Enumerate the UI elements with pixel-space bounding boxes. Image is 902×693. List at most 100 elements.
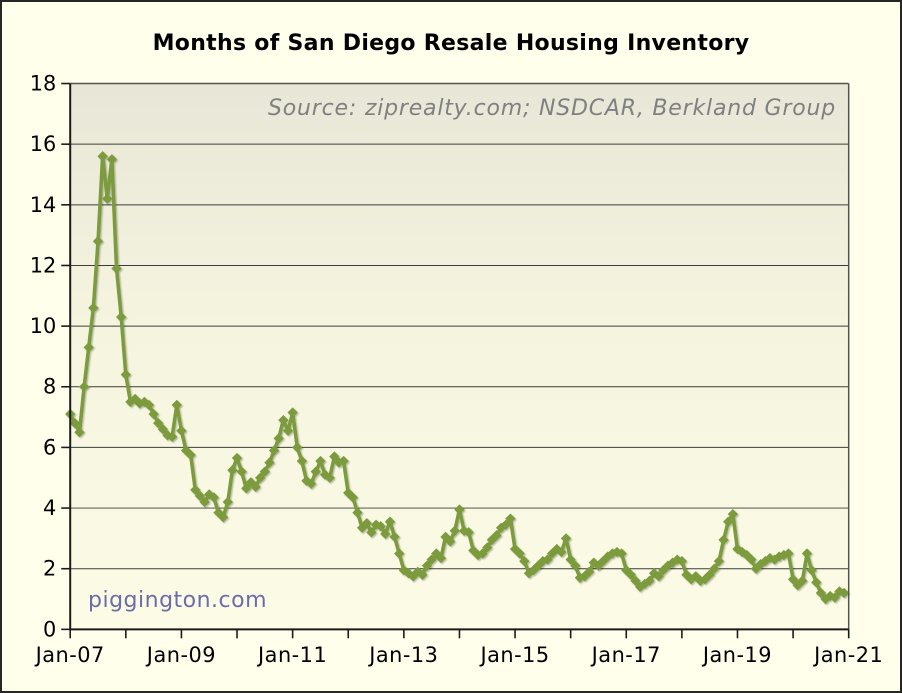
- data-point-marker: [811, 577, 822, 588]
- x-tick-label: Jan-17: [590, 643, 661, 667]
- data-point-marker: [542, 554, 553, 565]
- data-point-marker: [287, 407, 298, 418]
- data-point-marker: [491, 530, 502, 541]
- data-point-marker: [278, 414, 289, 426]
- data-point-marker: [704, 569, 715, 580]
- data-point-marker: [250, 481, 261, 493]
- data-point-marker: [463, 527, 474, 538]
- data-point-marker: [699, 574, 711, 585]
- data-point-marker: [792, 580, 803, 591]
- data-point-marker: [690, 571, 701, 582]
- data-point-marker: [69, 417, 81, 429]
- data-point-marker: [403, 568, 414, 579]
- data-point-marker: [143, 399, 155, 411]
- data-point-marker: [616, 548, 627, 559]
- watermark-piggington: piggington.com: [88, 588, 268, 613]
- y-tick-label: 4: [43, 496, 56, 520]
- data-point-marker: [713, 555, 725, 567]
- data-point-marker: [787, 574, 799, 585]
- data-point-marker: [347, 492, 359, 503]
- data-point-marker: [421, 560, 433, 571]
- data-point-marker: [329, 451, 340, 462]
- data-point-marker: [611, 546, 623, 558]
- data-point-marker: [116, 311, 127, 323]
- x-tick-label: Jan-09: [145, 643, 216, 667]
- data-point-marker: [815, 587, 827, 599]
- data-point-marker: [653, 571, 664, 582]
- x-tick-label: Jan-13: [367, 643, 438, 667]
- data-point-marker: [482, 542, 493, 553]
- data-point-marker: [292, 442, 303, 453]
- data-point-marker: [412, 566, 423, 577]
- x-axis: Jan-07 Jan-09 Jan-11 Jan-13 Jan-15 Jan-17 Jan-…: [34, 629, 883, 667]
- data-point-marker: [157, 424, 169, 435]
- data-point-marker: [783, 548, 794, 559]
- x-tick-label: Jan-11: [256, 643, 327, 667]
- source-note: Source: ziprealty.com; NSDCAR, Berkland …: [268, 96, 836, 121]
- data-point-marker: [305, 478, 317, 489]
- data-point-marker: [454, 504, 465, 515]
- data-point-marker: [820, 593, 831, 605]
- data-point-marker: [282, 425, 294, 436]
- data-point-marker: [190, 484, 201, 496]
- data-point-marker: [417, 569, 428, 580]
- data-point-marker: [709, 563, 720, 574]
- data-point-marker: [166, 431, 178, 442]
- y-tick-label: 10: [30, 314, 57, 338]
- y-tick-label: 2: [43, 557, 56, 581]
- data-point-marker: [389, 531, 400, 543]
- data-point-marker: [394, 548, 405, 559]
- x-tick-label: Jan-07: [34, 643, 105, 667]
- data-point-marker: [801, 548, 813, 559]
- data-point-marker: [92, 236, 104, 247]
- data-point-marker: [551, 543, 562, 555]
- data-point-marker: [718, 534, 729, 546]
- data-point-marker: [556, 546, 567, 558]
- data-point-marker: [296, 455, 308, 467]
- data-point-marker: [171, 399, 182, 411]
- y-tick-label: 16: [30, 132, 57, 156]
- data-point-marker: [514, 548, 525, 559]
- data-point-marker: [505, 513, 516, 524]
- data-point-marker: [268, 445, 280, 456]
- data-point-marker: [732, 543, 743, 555]
- data-point-marker: [176, 425, 187, 436]
- data-point-marker: [273, 433, 284, 444]
- data-point-marker: [838, 587, 850, 599]
- y-tick-label: 12: [30, 253, 57, 277]
- data-point-marker: [97, 151, 108, 162]
- data-point-marker: [644, 575, 655, 587]
- data-point-marker: [458, 525, 470, 536]
- data-point-marker: [764, 552, 776, 564]
- data-point-marker: [648, 568, 660, 579]
- data-point-marker: [301, 475, 312, 486]
- data-point-marker: [602, 551, 613, 562]
- y-axis: 0 2 4 6 8 10 12 14 16 18: [30, 71, 71, 641]
- data-point-marker: [727, 508, 739, 520]
- data-point-marker: [746, 554, 757, 565]
- data-point-marker: [486, 534, 498, 546]
- data-point-marker: [88, 302, 99, 314]
- data-point-marker: [310, 466, 321, 477]
- data-point-marker: [102, 193, 113, 204]
- x-tick-label: Jan-21: [812, 643, 883, 667]
- data-point-marker: [338, 455, 349, 467]
- data-point-marker: [472, 549, 484, 561]
- data-point-marker: [685, 574, 697, 585]
- data-point-marker: [477, 548, 488, 559]
- data-point-marker: [241, 483, 252, 494]
- data-point-marker: [185, 449, 196, 461]
- y-tick-label: 8: [43, 375, 56, 399]
- y-tick-label: 0: [43, 617, 56, 641]
- x-tick-label: Jan-19: [701, 643, 772, 667]
- plot-area: [70, 83, 849, 630]
- data-point-marker: [315, 455, 326, 467]
- data-point-marker: [236, 466, 247, 477]
- data-point-marker: [148, 408, 159, 420]
- y-tick-label: 18: [30, 71, 57, 95]
- data-point-marker: [204, 489, 215, 500]
- data-point-marker: [584, 566, 595, 577]
- data-point-marker: [106, 154, 118, 165]
